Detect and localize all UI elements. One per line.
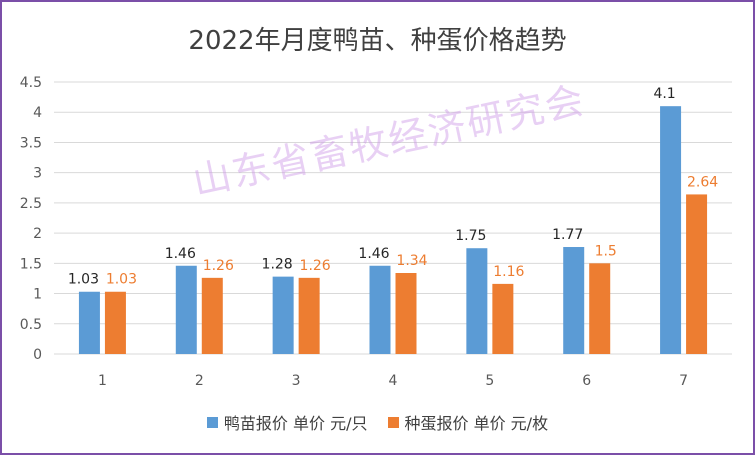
data-label-egg: 1.34 xyxy=(396,253,427,269)
data-label-duckling: 1.46 xyxy=(358,246,389,262)
bar-duckling xyxy=(563,247,585,354)
y-tick-label: 1 xyxy=(33,287,42,303)
data-label-duckling: 1.77 xyxy=(552,227,583,243)
x-tick-label: 5 xyxy=(485,373,494,389)
x-tick-label: 4 xyxy=(389,373,398,389)
x-tick-label: 7 xyxy=(679,373,688,389)
legend-label-duckling: 鸭苗报价 单价 元/只 xyxy=(223,414,368,433)
bar-duckling xyxy=(175,265,197,354)
bar-duckling xyxy=(78,291,100,354)
x-tick-label: 6 xyxy=(582,373,591,389)
legend-label-egg: 种蛋报价 单价 元/枚 xyxy=(404,414,549,433)
y-tick-label: 0.5 xyxy=(20,317,42,333)
bar-duckling xyxy=(466,248,488,354)
bar-egg xyxy=(492,283,514,354)
bar-duckling xyxy=(369,265,391,354)
bar-egg xyxy=(395,273,417,354)
data-label-duckling: 1.03 xyxy=(68,272,99,288)
y-tick-label: 4.5 xyxy=(20,75,42,91)
y-tick-label: 2 xyxy=(33,226,42,242)
bar-egg xyxy=(686,194,708,354)
bar-egg xyxy=(104,291,126,354)
data-label-egg: 1.26 xyxy=(203,258,234,274)
y-tick-label: 4 xyxy=(33,105,42,121)
y-tick-label: 1.5 xyxy=(20,256,42,272)
bar-duckling xyxy=(660,106,682,354)
legend: 鸭苗报价 单价 元/只 种蛋报价 单价 元/枚 xyxy=(2,410,753,434)
bar-duckling xyxy=(272,276,294,354)
data-label-duckling: 1.28 xyxy=(262,257,293,273)
data-label-egg: 1.5 xyxy=(595,243,617,259)
bar-egg xyxy=(201,277,223,354)
legend-item-egg: 种蛋报价 单价 元/枚 xyxy=(387,410,549,434)
data-label-egg: 2.64 xyxy=(687,174,718,190)
y-tick-label: 3 xyxy=(33,166,42,182)
data-label-duckling: 1.46 xyxy=(165,246,196,262)
data-label-egg: 1.16 xyxy=(493,264,524,280)
data-label-duckling: 1.75 xyxy=(455,228,486,244)
legend-swatch-egg xyxy=(387,416,399,428)
data-label-egg: 1.03 xyxy=(106,272,137,288)
x-tick-label: 2 xyxy=(195,373,204,389)
bar-egg xyxy=(298,277,320,354)
legend-item-duckling: 鸭苗报价 单价 元/只 xyxy=(206,410,368,434)
data-label-duckling: 4.1 xyxy=(653,86,675,102)
chart-title: 2022年月度鸭苗、种蛋价格趋势 xyxy=(188,26,567,56)
y-tick-label: 0 xyxy=(33,347,42,363)
data-label-egg: 1.26 xyxy=(300,258,331,274)
y-tick-label: 3.5 xyxy=(20,135,42,151)
x-tick-label: 1 xyxy=(98,373,107,389)
x-tick-label: 3 xyxy=(292,373,301,389)
legend-swatch-duckling xyxy=(206,416,218,428)
bar-egg xyxy=(589,263,611,354)
y-tick-label: 2.5 xyxy=(20,196,42,212)
